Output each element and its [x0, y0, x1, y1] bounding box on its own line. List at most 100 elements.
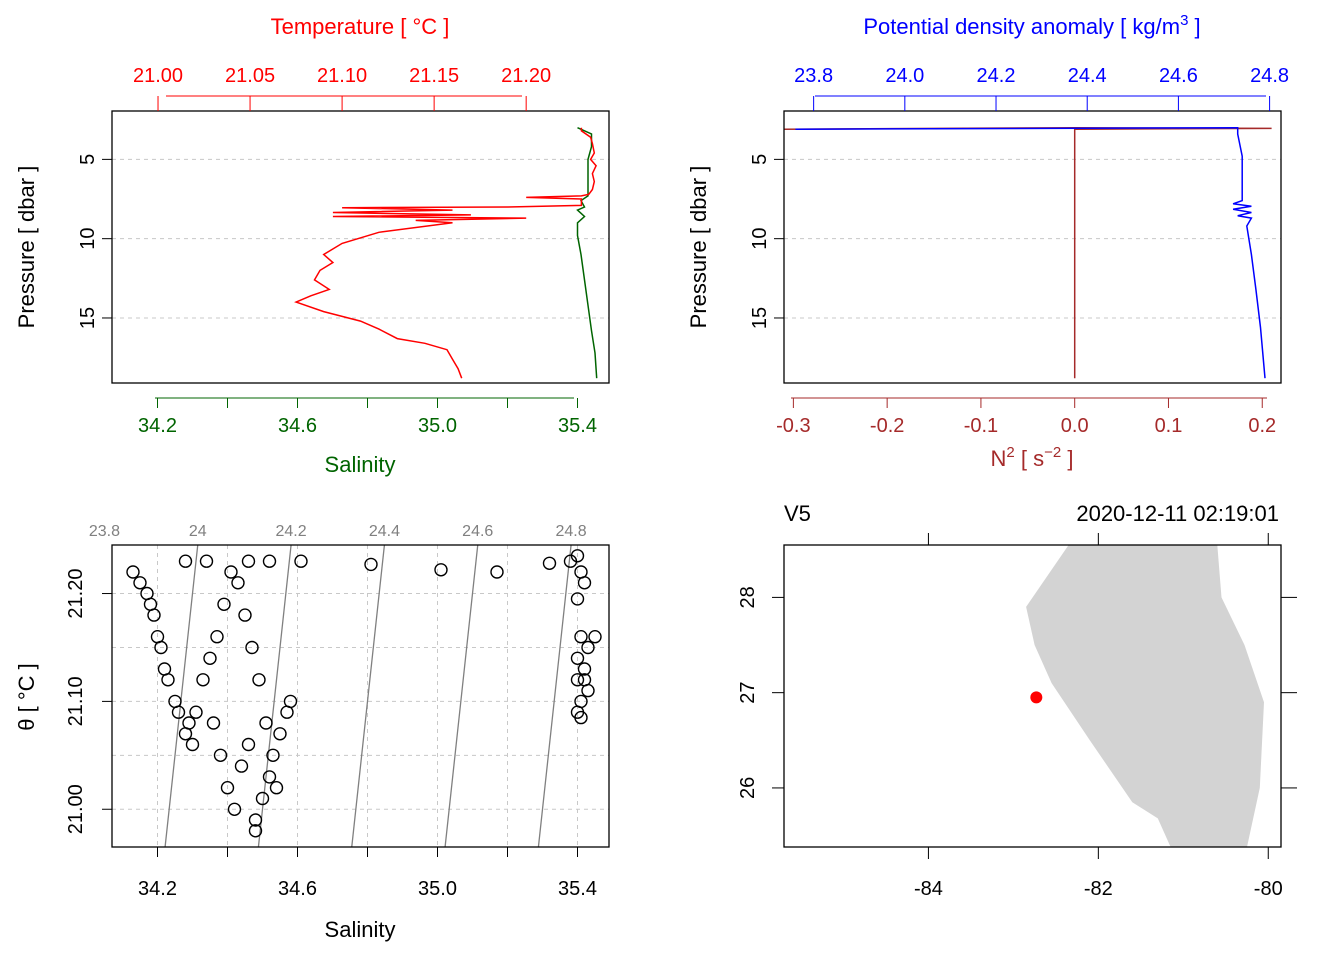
- p2-n2-tick-label: 0.0: [1061, 415, 1089, 437]
- p1-salinity-tick-label: 34.6: [278, 415, 317, 437]
- p2-pressure-tick-label: 10: [749, 228, 771, 250]
- p3-point: [248, 824, 263, 838]
- p4-land-polygon: [1026, 545, 1264, 847]
- p3-isopycnal-label: 24.8: [556, 523, 587, 540]
- p2-n2-label-sup2: −2: [1044, 444, 1061, 461]
- p3-point: [189, 705, 203, 719]
- p2-density-tick-label: 24.0: [885, 65, 924, 87]
- p3-point: [581, 683, 595, 698]
- p3-point: [262, 770, 277, 784]
- p3-point: [570, 673, 585, 687]
- p2-series: [783, 126, 1272, 379]
- p3-point: [255, 791, 270, 806]
- p4-lon-tick-label: -80: [1254, 878, 1283, 900]
- p1-grid: [112, 158, 609, 319]
- panel-station-map: -84 -82 -80 26 27 28 V5 2020-12-11 02:19:01: [737, 501, 1297, 900]
- p2-n2-tick-label: -0.2: [870, 415, 904, 437]
- p4-station-name: V5: [784, 501, 811, 526]
- p3-isopycnal-line: [164, 545, 199, 847]
- p3-point: [294, 554, 308, 568]
- p3-point: [570, 592, 585, 606]
- p4-lon-tick-label: -84: [914, 878, 943, 900]
- p3-point: [364, 557, 378, 572]
- p2-density-line: [795, 126, 1266, 379]
- p4-station: [1030, 691, 1043, 704]
- p3-point: [161, 673, 175, 687]
- p1-temperature-tick-label: 21.00: [133, 65, 183, 87]
- p3-point: [577, 576, 592, 590]
- p1-salinity-tick-label: 35.4: [558, 415, 597, 437]
- p3-point: [273, 727, 287, 741]
- p3-point: [259, 716, 273, 730]
- p3-isopycnal-labels: 23.8 24 24.2 24.4 24.6 24.8: [89, 523, 587, 540]
- p4-station-marker: [1030, 691, 1043, 704]
- p3-point: [245, 640, 259, 655]
- p4-land: [1026, 545, 1264, 847]
- p2-density-tick-label: 24.8: [1250, 65, 1289, 87]
- p3-salinity-tick-label: 35.4: [558, 878, 597, 900]
- p1-salinity-tick-label: 34.2: [138, 415, 177, 437]
- p3-point: [133, 576, 147, 590]
- p3-point: [574, 630, 588, 644]
- p2-n2-label-end: ]: [1061, 446, 1073, 471]
- p3-point: [199, 554, 214, 568]
- p2-n2-label-mid: [ s: [1015, 446, 1044, 471]
- p1-salinity-tick-label: 35.0: [418, 415, 457, 437]
- p1-pressure-label: Pressure [ dbar ]: [14, 166, 39, 329]
- p2-n2-tick-label: 0.1: [1155, 415, 1183, 437]
- p3-point: [577, 662, 592, 676]
- p3-point: [490, 565, 504, 579]
- p3-point: [217, 597, 231, 611]
- p3-point: [203, 651, 217, 665]
- p2-n2-label-n: N: [991, 446, 1007, 471]
- p3-point: [588, 630, 602, 644]
- p3-point: [434, 563, 448, 577]
- p2-n2-label-sup: 2: [1006, 444, 1014, 461]
- p1-frame: [111, 110, 610, 384]
- p3-point: [581, 640, 595, 655]
- p2-n2-line: [783, 126, 1272, 379]
- p1-temperature-label: Temperature [ °C ]: [271, 14, 450, 39]
- p3-salinity-label: Salinity: [325, 917, 396, 942]
- p2-grid: [784, 158, 1281, 319]
- p3-point: [182, 716, 196, 730]
- p3-point: [126, 565, 140, 579]
- p3-theta-label: θ [ °C ]: [14, 663, 39, 730]
- p3-point: [241, 737, 256, 752]
- p4-lat-tick-label: 27: [737, 682, 759, 704]
- p3-point: [248, 813, 263, 827]
- p3-isopycnal-line: [444, 545, 479, 847]
- p3-isopycnals: [164, 545, 572, 847]
- p3-point: [570, 651, 585, 665]
- p3-isopycnal-label: 23.8: [89, 523, 120, 540]
- p2-n2-tick-label: 0.2: [1248, 415, 1276, 437]
- p2-n2-tick-label: -0.3: [776, 415, 810, 437]
- p3-point: [269, 781, 284, 795]
- p2-density-tick-label: 24.6: [1159, 65, 1198, 87]
- p1-salinity-axis: 34.2 34.6 35.0 35.4: [138, 397, 597, 437]
- p3-point: [238, 608, 252, 622]
- p2-density-label-text: Potential density anomaly [ kg/m: [863, 14, 1180, 39]
- p3-point: [231, 576, 245, 590]
- p3-point: [224, 565, 238, 579]
- p3-point: [227, 802, 242, 816]
- p3-salinity-tick-label: 34.6: [278, 878, 317, 900]
- p3-theta-axis: 21.00 21.10 21.20: [65, 569, 112, 834]
- p1-temperature-axis: 21.00 21.05 21.10 21.15 21.20: [133, 65, 551, 111]
- p3-isopycnal-label: 24.2: [276, 523, 307, 540]
- p3-salinity-tick-label: 34.2: [138, 878, 177, 900]
- p2-n2-axis: -0.3 -0.2 -0.1 0.0 0.1 0.2: [776, 397, 1276, 437]
- p1-salinity-line: [576, 127, 598, 379]
- p4-lat-tick-label: 26: [737, 777, 759, 799]
- p2-n2-tick-label: -0.1: [964, 415, 998, 437]
- panel-ts-diagram: 23.8 24 24.2 24.4 24.6 24.8 34.2 34.6 35.0 35.4 …: [14, 523, 610, 942]
- p3-isopycnal-label: 24: [189, 523, 207, 540]
- p4-datetime: 2020-12-11 02:19:01: [1076, 501, 1279, 526]
- p3-point: [140, 586, 154, 601]
- p3-point: [196, 673, 210, 687]
- p3-point: [185, 737, 200, 752]
- p2-pressure-axis: 5 10 15: [749, 154, 784, 329]
- p3-isopycnal-label: 24.6: [462, 523, 493, 540]
- p3-point: [154, 640, 168, 655]
